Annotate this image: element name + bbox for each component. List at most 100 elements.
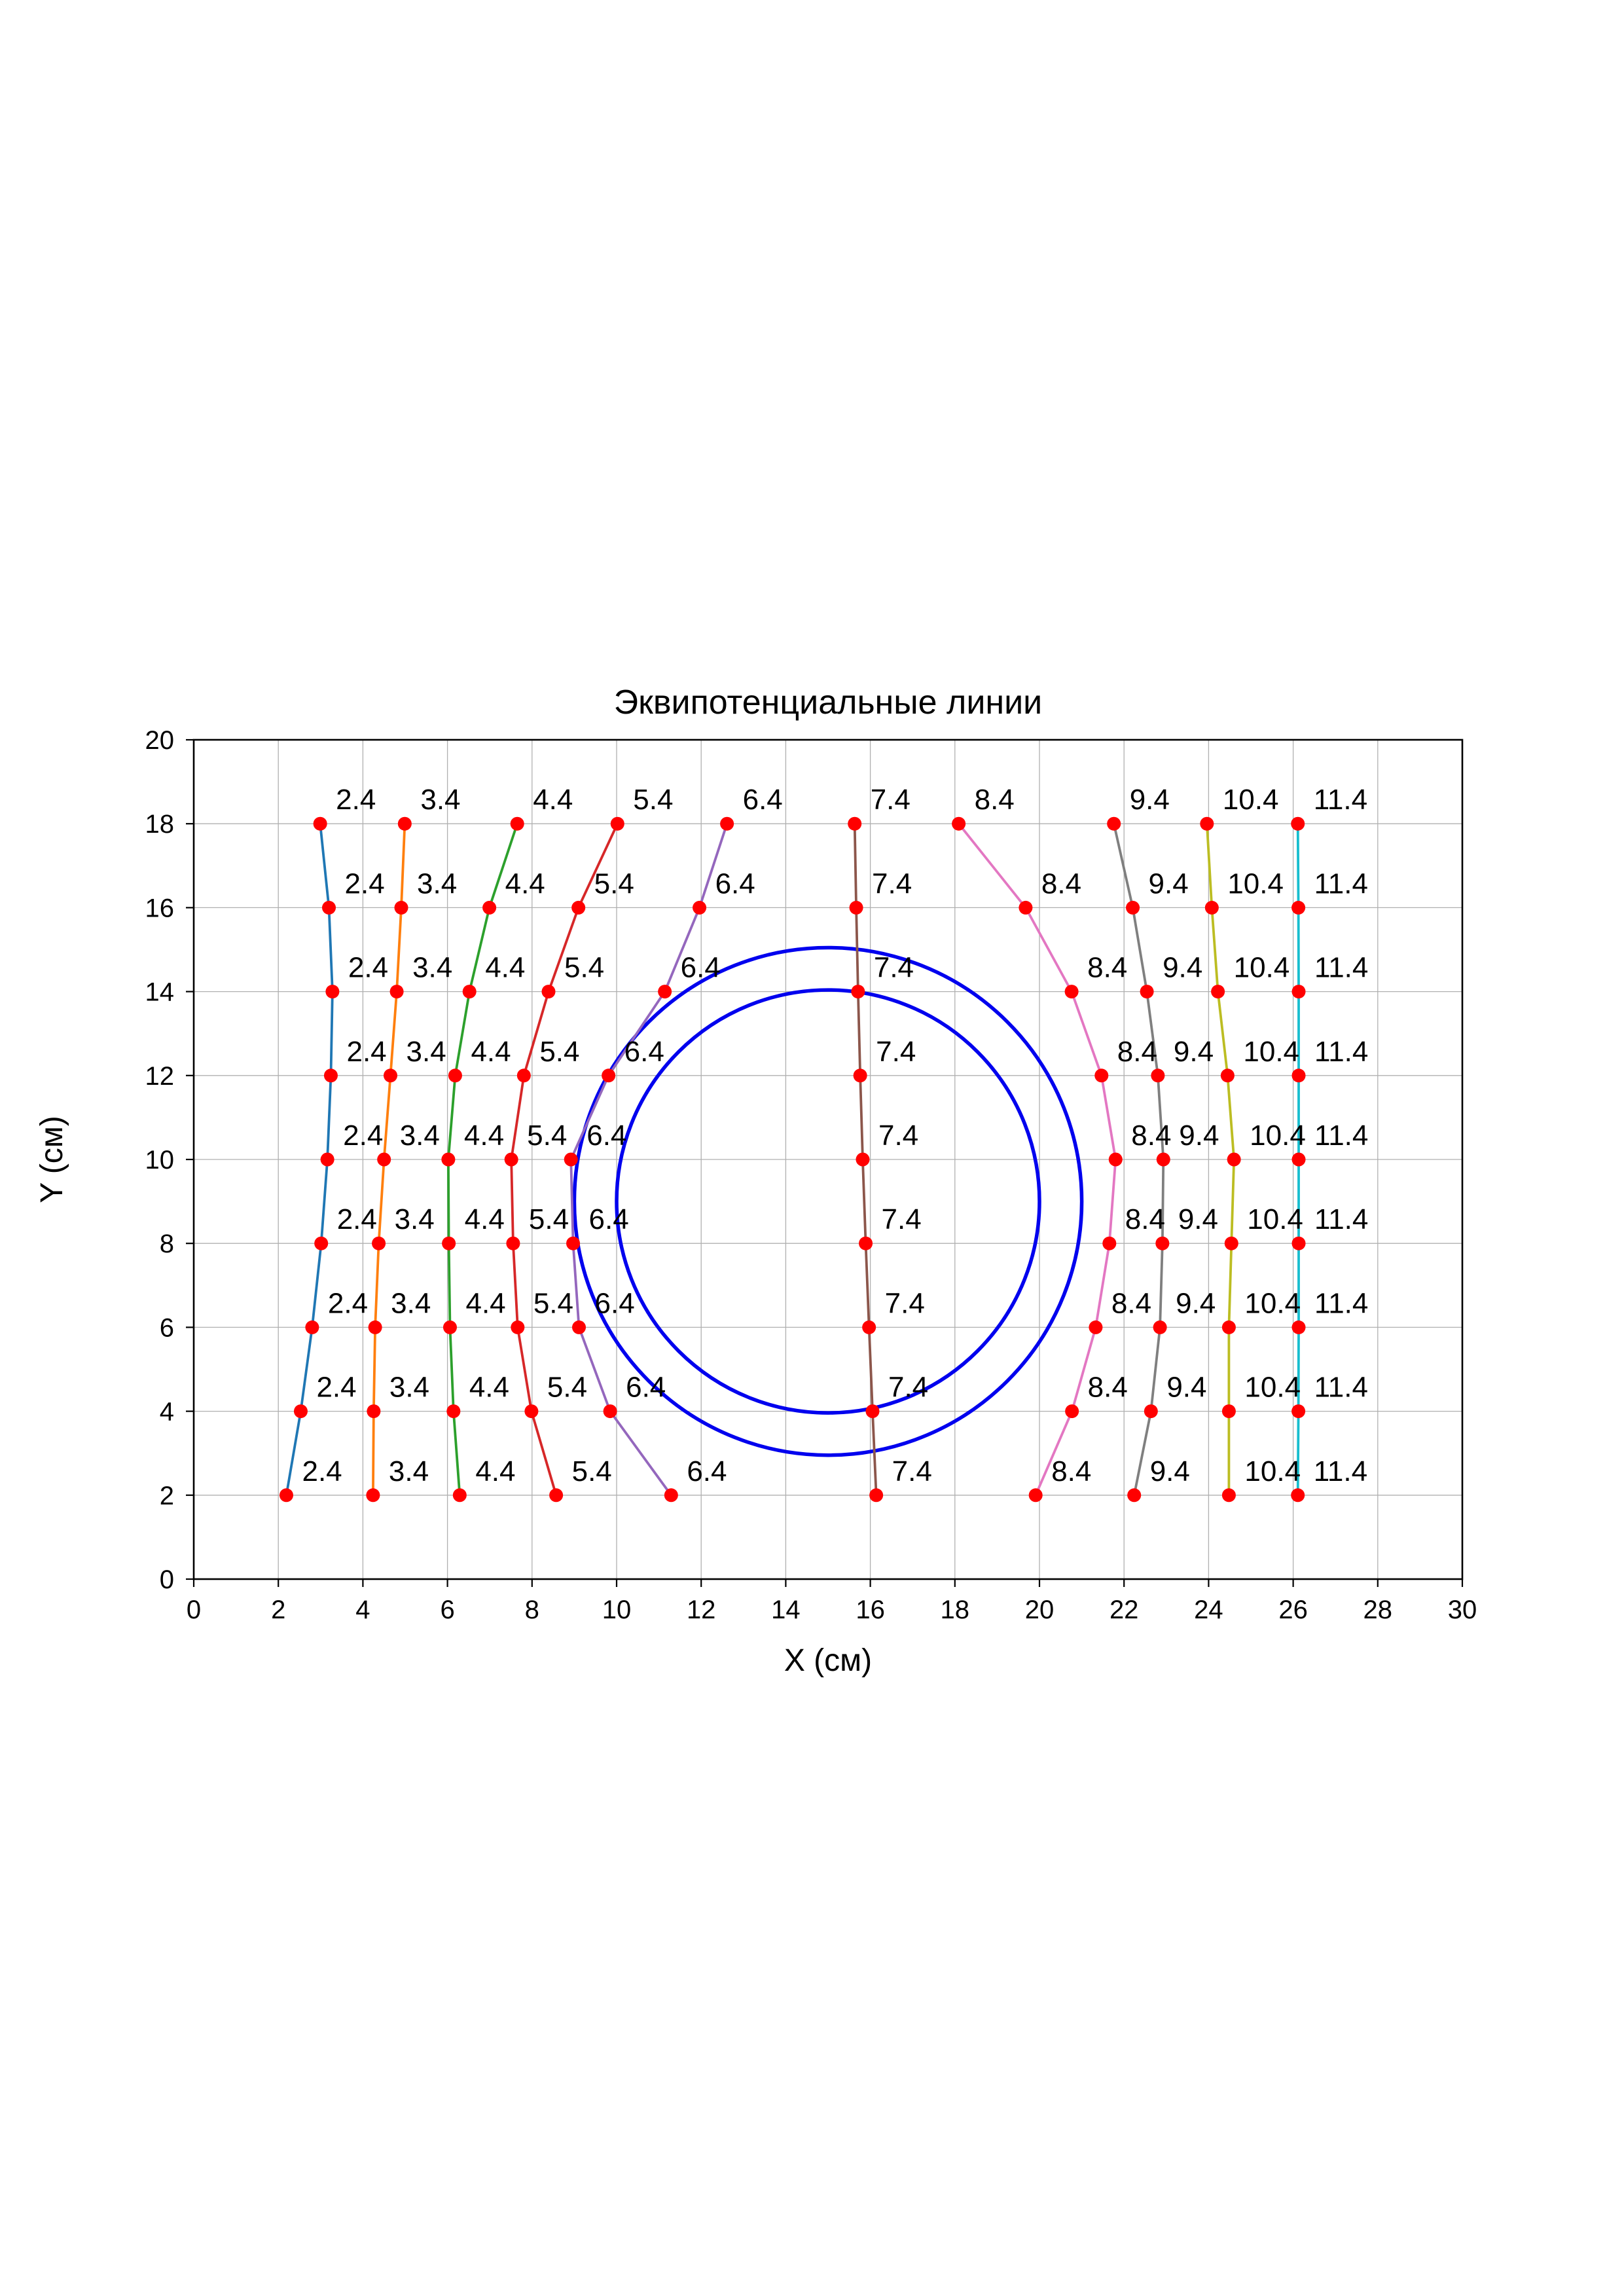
- svg-text:2: 2: [160, 1482, 174, 1510]
- svg-text:6.4: 6.4: [687, 1455, 727, 1487]
- svg-text:7.4: 7.4: [888, 1372, 928, 1404]
- svg-text:20: 20: [1025, 1595, 1055, 1624]
- svg-text:10.4: 10.4: [1244, 1372, 1301, 1404]
- svg-text:8.4: 8.4: [1041, 867, 1081, 900]
- svg-text:9.4: 9.4: [1149, 867, 1189, 900]
- svg-text:10.4: 10.4: [1250, 1120, 1306, 1152]
- svg-text:9.4: 9.4: [1130, 784, 1170, 816]
- svg-text:30: 30: [1448, 1595, 1477, 1624]
- svg-text:4: 4: [355, 1595, 370, 1624]
- svg-text:8.4: 8.4: [975, 784, 1015, 816]
- svg-text:5.4: 5.4: [539, 1036, 579, 1068]
- svg-text:5.4: 5.4: [564, 952, 604, 984]
- svg-text:6.4: 6.4: [595, 1287, 635, 1319]
- svg-text:2: 2: [271, 1595, 285, 1624]
- svg-text:8: 8: [160, 1230, 174, 1258]
- svg-text:9.4: 9.4: [1166, 1372, 1206, 1404]
- svg-text:6: 6: [440, 1595, 454, 1624]
- svg-text:7.4: 7.4: [878, 1120, 918, 1152]
- svg-text:4.4: 4.4: [475, 1455, 515, 1487]
- svg-text:9.4: 9.4: [1174, 1036, 1214, 1068]
- svg-text:16: 16: [856, 1595, 885, 1624]
- svg-text:5.4: 5.4: [633, 784, 673, 816]
- svg-text:11.4: 11.4: [1314, 1120, 1368, 1152]
- svg-text:8: 8: [525, 1595, 539, 1624]
- svg-text:9.4: 9.4: [1176, 1287, 1216, 1319]
- svg-text:10: 10: [602, 1595, 632, 1624]
- svg-text:8.4: 8.4: [1051, 1455, 1091, 1487]
- svg-text:9.4: 9.4: [1179, 1120, 1219, 1152]
- svg-text:8.4: 8.4: [1125, 1203, 1165, 1235]
- svg-text:10.4: 10.4: [1227, 867, 1284, 900]
- svg-text:3.4: 3.4: [391, 1287, 431, 1319]
- svg-text:8.4: 8.4: [1087, 952, 1127, 984]
- svg-text:7.4: 7.4: [882, 1203, 922, 1235]
- svg-text:4: 4: [160, 1398, 174, 1427]
- svg-text:2.4: 2.4: [328, 1287, 368, 1319]
- svg-text:4.4: 4.4: [464, 1120, 504, 1152]
- svg-text:3.4: 3.4: [417, 867, 457, 900]
- svg-text:7.4: 7.4: [885, 1287, 925, 1319]
- svg-text:3.4: 3.4: [406, 1036, 446, 1068]
- svg-text:5.4: 5.4: [527, 1120, 567, 1152]
- svg-text:3.4: 3.4: [395, 1203, 435, 1235]
- svg-text:3.4: 3.4: [389, 1372, 429, 1404]
- svg-text:4.4: 4.4: [485, 952, 525, 984]
- svg-text:11.4: 11.4: [1314, 1287, 1368, 1319]
- svg-text:8.4: 8.4: [1088, 1372, 1128, 1404]
- svg-text:6.4: 6.4: [586, 1120, 626, 1152]
- svg-text:12: 12: [145, 1062, 175, 1091]
- svg-text:3.4: 3.4: [400, 1120, 440, 1152]
- svg-text:9.4: 9.4: [1150, 1455, 1190, 1487]
- svg-text:5.4: 5.4: [547, 1372, 587, 1404]
- svg-text:16: 16: [145, 894, 175, 922]
- svg-text:8.4: 8.4: [1131, 1120, 1171, 1152]
- svg-text:4.4: 4.4: [505, 867, 545, 900]
- svg-text:6.4: 6.4: [589, 1203, 629, 1235]
- svg-text:11.4: 11.4: [1314, 1036, 1368, 1068]
- svg-text:10: 10: [145, 1146, 175, 1175]
- svg-text:7.4: 7.4: [876, 1036, 916, 1068]
- svg-text:6: 6: [160, 1313, 174, 1342]
- svg-text:4.4: 4.4: [471, 1036, 511, 1068]
- svg-text:9.4: 9.4: [1178, 1203, 1218, 1235]
- svg-text:2.4: 2.4: [343, 1120, 383, 1152]
- svg-text:7.4: 7.4: [892, 1455, 932, 1487]
- svg-text:10.4: 10.4: [1243, 1036, 1299, 1068]
- svg-text:7.4: 7.4: [871, 784, 911, 816]
- svg-text:9.4: 9.4: [1163, 952, 1202, 984]
- svg-text:3.4: 3.4: [389, 1455, 429, 1487]
- svg-text:8.4: 8.4: [1111, 1287, 1151, 1319]
- svg-text:2.4: 2.4: [345, 867, 385, 900]
- svg-text:5.4: 5.4: [594, 867, 634, 900]
- svg-text:2.4: 2.4: [348, 952, 388, 984]
- svg-text:10.4: 10.4: [1223, 784, 1279, 816]
- svg-text:6.4: 6.4: [681, 952, 721, 984]
- svg-text:11.4: 11.4: [1314, 784, 1367, 816]
- svg-text:10.4: 10.4: [1244, 1287, 1301, 1319]
- svg-text:6.4: 6.4: [715, 867, 755, 900]
- svg-text:5.4: 5.4: [529, 1203, 569, 1235]
- svg-text:18: 18: [145, 810, 175, 839]
- svg-text:12: 12: [687, 1595, 716, 1624]
- svg-text:5.4: 5.4: [572, 1455, 612, 1487]
- svg-text:6.4: 6.4: [743, 784, 783, 816]
- svg-text:10.4: 10.4: [1244, 1455, 1301, 1487]
- svg-text:3.4: 3.4: [412, 952, 452, 984]
- svg-text:11.4: 11.4: [1314, 867, 1368, 900]
- svg-text:4.4: 4.4: [533, 784, 573, 816]
- svg-text:2.4: 2.4: [346, 1036, 386, 1068]
- svg-text:8.4: 8.4: [1117, 1036, 1157, 1068]
- svg-text:22: 22: [1110, 1595, 1139, 1624]
- svg-text:28: 28: [1363, 1595, 1393, 1624]
- svg-text:11.4: 11.4: [1314, 1203, 1368, 1235]
- svg-text:26: 26: [1278, 1595, 1308, 1624]
- svg-text:0: 0: [160, 1565, 174, 1594]
- svg-text:5.4: 5.4: [533, 1287, 573, 1319]
- svg-text:Эквипотенциальные линии: Эквипотенциальные линии: [614, 683, 1042, 721]
- svg-text:11.4: 11.4: [1314, 1455, 1367, 1487]
- svg-text:0: 0: [187, 1595, 201, 1624]
- svg-text:4.4: 4.4: [465, 1203, 505, 1235]
- svg-text:20: 20: [145, 726, 175, 755]
- svg-text:2.4: 2.4: [302, 1455, 342, 1487]
